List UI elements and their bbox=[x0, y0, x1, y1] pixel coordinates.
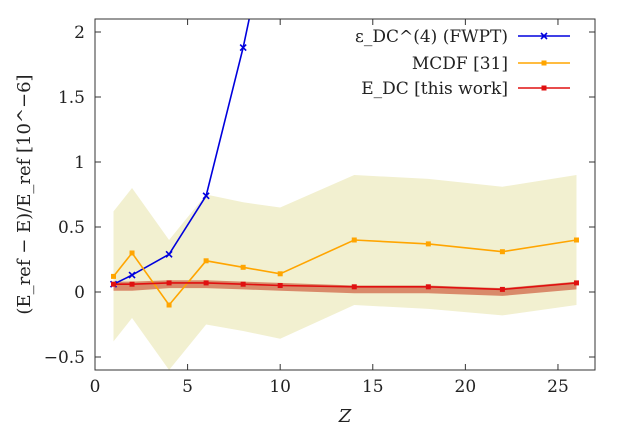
series-line-2 bbox=[113, 282, 577, 291]
y-tick-label: 0 bbox=[74, 283, 85, 303]
data-point-1-2 bbox=[166, 302, 172, 308]
data-point-0-4 bbox=[239, 44, 247, 52]
data-point-1-3 bbox=[203, 258, 209, 264]
x-tick-label: 15 bbox=[362, 377, 384, 397]
y-tick-label: −0.5 bbox=[44, 348, 85, 368]
legend-marker-2 bbox=[541, 85, 547, 91]
data-point-2-2 bbox=[166, 280, 172, 286]
legend: ε_DC^(4) (FWPT) MCDF [31] E_DC [this work] bbox=[355, 27, 570, 99]
y-tick-label: 1.5 bbox=[58, 88, 85, 108]
data-point-1-4 bbox=[240, 264, 246, 270]
data-point-1-7 bbox=[425, 241, 431, 247]
data-point-1-0 bbox=[111, 273, 117, 279]
legend-label-2: E_DC [this work] bbox=[361, 79, 508, 99]
ticks-layer: 0 5 10 15 20 25−0.500.511.52 bbox=[44, 19, 595, 397]
x-axis-title: Z bbox=[338, 406, 352, 427]
y-tick-label: 2 bbox=[74, 23, 85, 43]
legend-marker-1 bbox=[541, 60, 547, 66]
data-point-2-5 bbox=[277, 283, 283, 288]
data-point-2-3 bbox=[203, 280, 209, 286]
data-point-0-2 bbox=[165, 250, 173, 258]
y-axis-title: (E_ref − E)/E_ref [10^−6] bbox=[14, 74, 35, 314]
data-point-2-9 bbox=[573, 280, 579, 286]
data-point-1-5 bbox=[277, 271, 283, 277]
data-point-2-1 bbox=[129, 281, 135, 287]
data-point-0-3 bbox=[202, 192, 210, 200]
x-tick-label: 5 bbox=[182, 377, 193, 397]
x-tick-label: 20 bbox=[455, 377, 477, 397]
x-tick-label: 0 bbox=[90, 377, 101, 397]
data-point-0-1 bbox=[128, 271, 136, 279]
data-point-2-7 bbox=[425, 284, 431, 290]
bands-layer bbox=[113, 175, 577, 370]
data-point-1-1 bbox=[129, 250, 135, 256]
data-point-2-0 bbox=[111, 281, 117, 287]
x-tick-label: 25 bbox=[547, 377, 569, 397]
data-point-1-6 bbox=[351, 237, 357, 243]
data-point-1-9 bbox=[573, 237, 579, 243]
y-tick-label: 1 bbox=[74, 153, 85, 173]
data-point-2-4 bbox=[240, 281, 246, 287]
legend-label-1: MCDF [31] bbox=[412, 54, 508, 74]
uncertainty-band-0 bbox=[113, 175, 577, 370]
x-tick-label: 10 bbox=[269, 377, 291, 397]
legend-marker-0 bbox=[540, 32, 548, 40]
plot-frame bbox=[94, 18, 596, 371]
data-point-2-8 bbox=[499, 286, 505, 292]
data-point-1-8 bbox=[499, 249, 505, 255]
y-tick-label: 0.5 bbox=[58, 218, 85, 238]
legend-label-0: ε_DC^(4) (FWPT) bbox=[355, 27, 508, 47]
series-line-0 bbox=[113, 19, 251, 285]
series-layer bbox=[109, 19, 579, 308]
series-line-1 bbox=[112, 239, 577, 307]
axis-titles: Z (E_ref − E)/E_ref [10^−6] bbox=[14, 74, 352, 427]
data-point-2-6 bbox=[351, 284, 357, 290]
